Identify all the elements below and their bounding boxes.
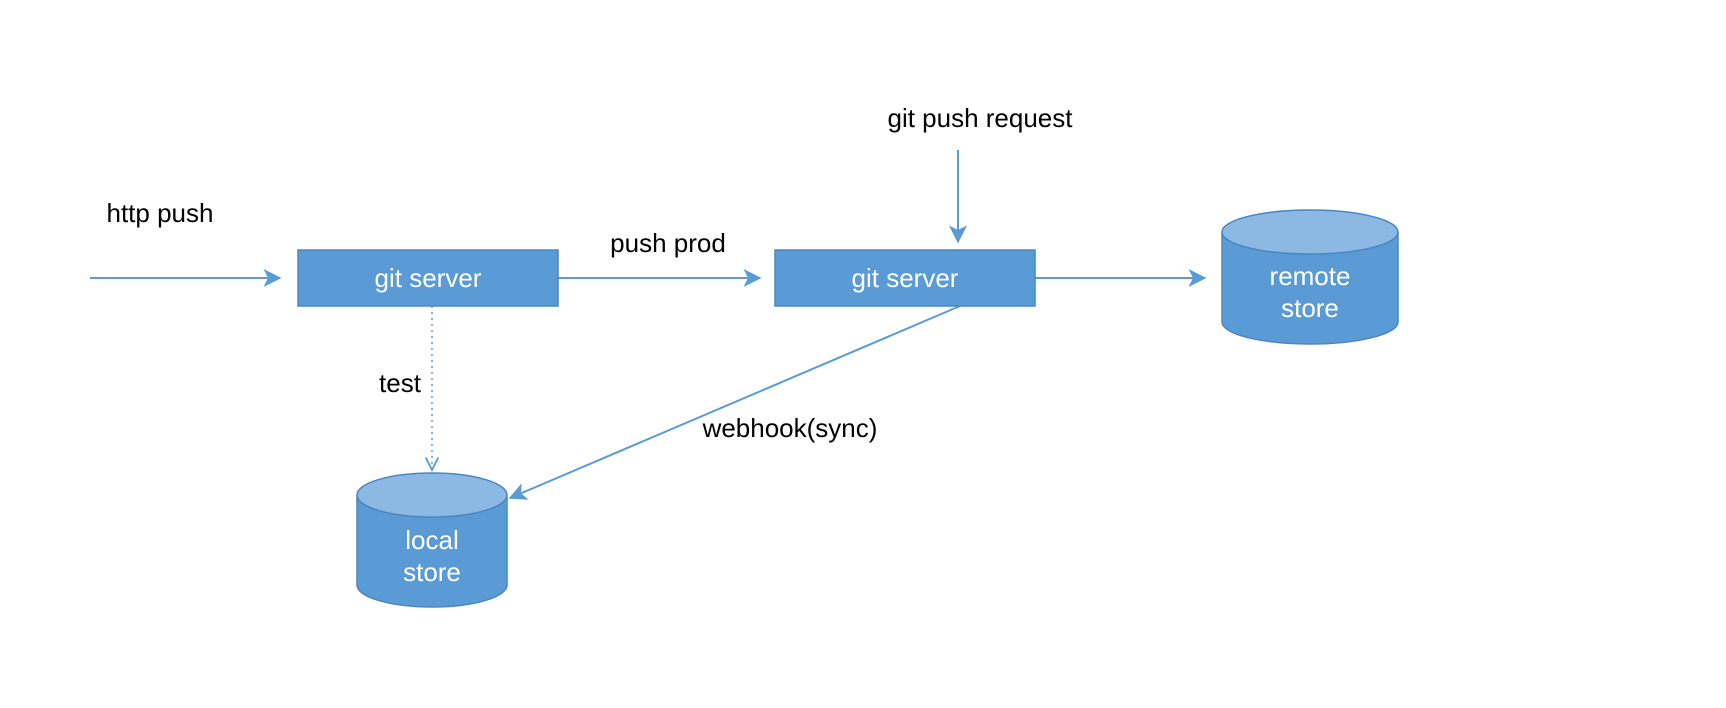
edge-test-label: test xyxy=(379,368,422,398)
edge-http-push: http push xyxy=(90,198,280,278)
edge-git-push-request-label: git push request xyxy=(887,103,1073,133)
edge-http-push-label: http push xyxy=(107,198,214,228)
edge-test: test xyxy=(379,306,432,470)
edge-push-prod: push prod xyxy=(558,228,760,278)
node-git-server-2-label: git server xyxy=(852,263,959,293)
node-git-server-2: git server xyxy=(775,250,1035,306)
node-remote-store-label-2: store xyxy=(1281,293,1339,323)
node-remote-store-label-1: remote xyxy=(1270,261,1351,291)
node-local-store-label-1: local xyxy=(405,525,458,555)
edge-git-push-request: git push request xyxy=(887,103,1073,242)
edge-push-prod-label: push prod xyxy=(610,228,726,258)
node-remote-store: remote store xyxy=(1222,210,1398,344)
edge-webhook-sync-label: webhook(sync) xyxy=(702,413,878,443)
node-local-store: local store xyxy=(357,473,507,607)
diagram-canvas: http push push prod git push request tes… xyxy=(0,0,1726,708)
edge-webhook-sync: webhook(sync) xyxy=(510,306,960,498)
node-local-store-label-2: store xyxy=(403,557,461,587)
node-git-server-1-label: git server xyxy=(375,263,482,293)
node-git-server-1: git server xyxy=(298,250,558,306)
